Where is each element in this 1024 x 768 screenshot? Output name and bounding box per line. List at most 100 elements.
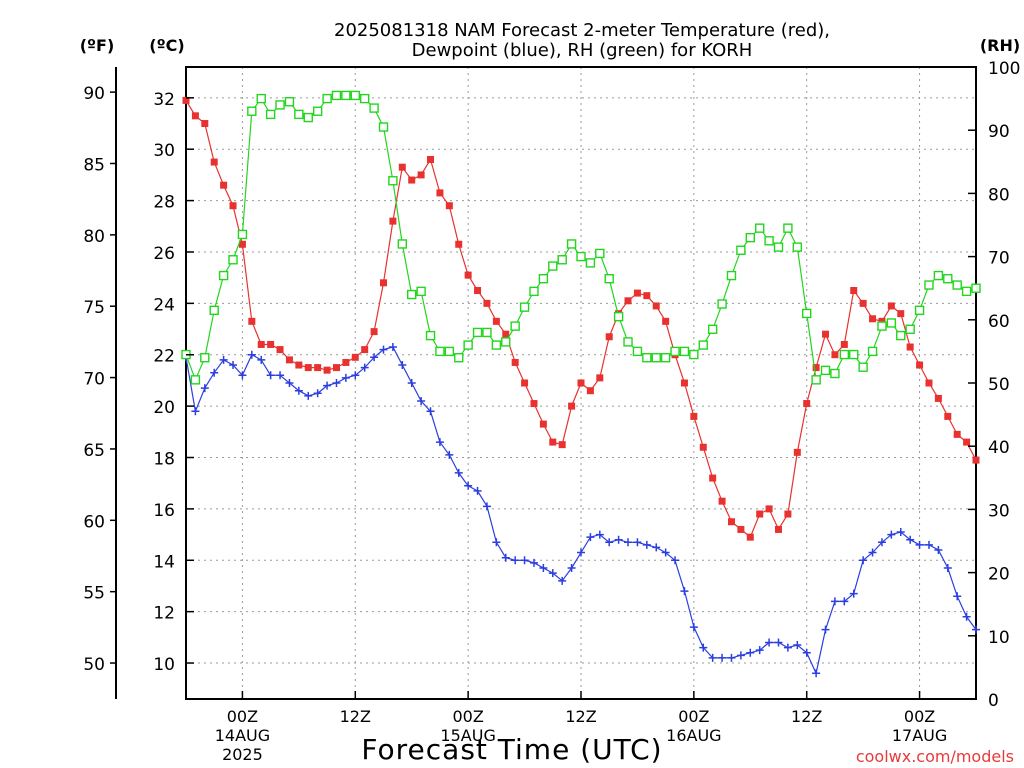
dewpoint-point [877, 538, 886, 547]
temperature-point [436, 189, 444, 197]
celsius-tick-label: 26 [153, 244, 175, 264]
rh-tick-label: 60 [988, 312, 1010, 332]
temperature-series [182, 96, 980, 541]
dewpoint-point [285, 379, 294, 387]
dewpoint-point [727, 653, 736, 662]
rh-point [707, 324, 718, 334]
fahrenheit-tick-label: 85 [83, 155, 105, 175]
temperature-point [295, 361, 303, 369]
dewpoint-point [934, 545, 943, 554]
rh-point [914, 305, 925, 316]
dewpoint-point [783, 643, 792, 652]
temperature-point [887, 302, 895, 310]
temperature-point [822, 330, 830, 338]
temperature-point [727, 518, 735, 526]
fahrenheit-tick-label: 50 [83, 655, 105, 675]
temperature-point [859, 299, 867, 307]
dewpoint-point [332, 379, 341, 387]
rh-point [839, 349, 850, 360]
temperature-point [878, 317, 886, 325]
rh-point [331, 90, 342, 101]
rh-point [209, 305, 219, 316]
dewpoint-point [417, 396, 426, 405]
rh-point [510, 321, 520, 331]
dewpoint-point [793, 641, 802, 650]
temperature-point [455, 240, 463, 248]
rh-axis-unit: (RH) [980, 36, 1020, 55]
rh-point [275, 100, 285, 110]
temperature-point [709, 474, 717, 482]
temperature-point [690, 412, 698, 420]
temperature-point [596, 374, 604, 382]
rh-tick-label: 80 [988, 185, 1010, 205]
x-tick-label: 00Z [452, 707, 483, 726]
celsius-tick-label: 30 [153, 141, 175, 161]
rh-point [858, 362, 868, 372]
temperature-point [850, 287, 858, 295]
temperature-point [925, 379, 933, 387]
temperature-point [944, 412, 952, 420]
rh-point [679, 346, 690, 357]
rh-point [773, 242, 784, 252]
temperature-point [718, 497, 726, 505]
fahrenheit-tick-label: 70 [83, 370, 105, 390]
dewpoint-point [859, 556, 868, 565]
temperature-point [897, 310, 905, 318]
dewpoint-point [511, 556, 520, 565]
celsius-tick-label: 14 [153, 552, 175, 572]
celsius-tick-label: 22 [153, 347, 175, 367]
x-tick-date-label: 16AUG [666, 726, 721, 745]
dewpoint-point [229, 361, 238, 370]
dewpoint-point [407, 379, 416, 387]
temperature-point [568, 402, 576, 410]
dewpoint-point [953, 592, 962, 601]
dewpoint-point [624, 538, 633, 547]
rh-point [595, 248, 605, 259]
rh-point [247, 106, 257, 116]
temperature-point [916, 361, 924, 369]
rh-point [435, 346, 445, 357]
dewpoint-point [313, 389, 322, 398]
dewpoint-point [962, 612, 971, 621]
temperature-point [869, 315, 877, 323]
temperature-point [812, 364, 820, 372]
dewpoint-point [426, 407, 435, 416]
rh-point [218, 270, 229, 281]
dewpoint-point [614, 535, 623, 544]
rh-point [792, 242, 803, 252]
dewpoint-point [548, 569, 557, 578]
temperature-point [380, 279, 387, 287]
temperature-point [474, 287, 482, 295]
dewpoint-point [473, 486, 482, 495]
rh-point [689, 349, 699, 360]
dewpoint-point [972, 625, 980, 634]
rh-point [604, 274, 614, 284]
temperature-point [191, 112, 199, 120]
temperature-point [492, 317, 500, 325]
x-tick-date-label: 15AUG [440, 726, 495, 745]
rh-point [670, 346, 680, 357]
temperature-point [285, 356, 293, 364]
dewpoint-point [887, 530, 896, 539]
rh-point [538, 274, 549, 284]
fahrenheit-tick-label: 55 [83, 584, 105, 604]
rh-point [971, 283, 981, 293]
rh-point [783, 223, 793, 233]
rh-point [284, 97, 295, 107]
rh-point [519, 302, 530, 312]
rh-point [294, 109, 304, 120]
rh-point [482, 327, 492, 338]
rh-point [491, 340, 502, 350]
temperature-point [229, 202, 237, 210]
dewpoint-point [633, 538, 642, 547]
temperature-point [238, 240, 246, 248]
dewpoint-point [219, 355, 228, 364]
temperature-point [427, 155, 435, 163]
rh-point [867, 346, 878, 357]
rh-point [717, 299, 727, 309]
x-tick-date-label: 14AUG [215, 726, 270, 745]
temperature-point [605, 333, 613, 341]
rh-point [369, 103, 379, 113]
dewpoint-point [257, 355, 266, 364]
rh-point [585, 258, 596, 268]
